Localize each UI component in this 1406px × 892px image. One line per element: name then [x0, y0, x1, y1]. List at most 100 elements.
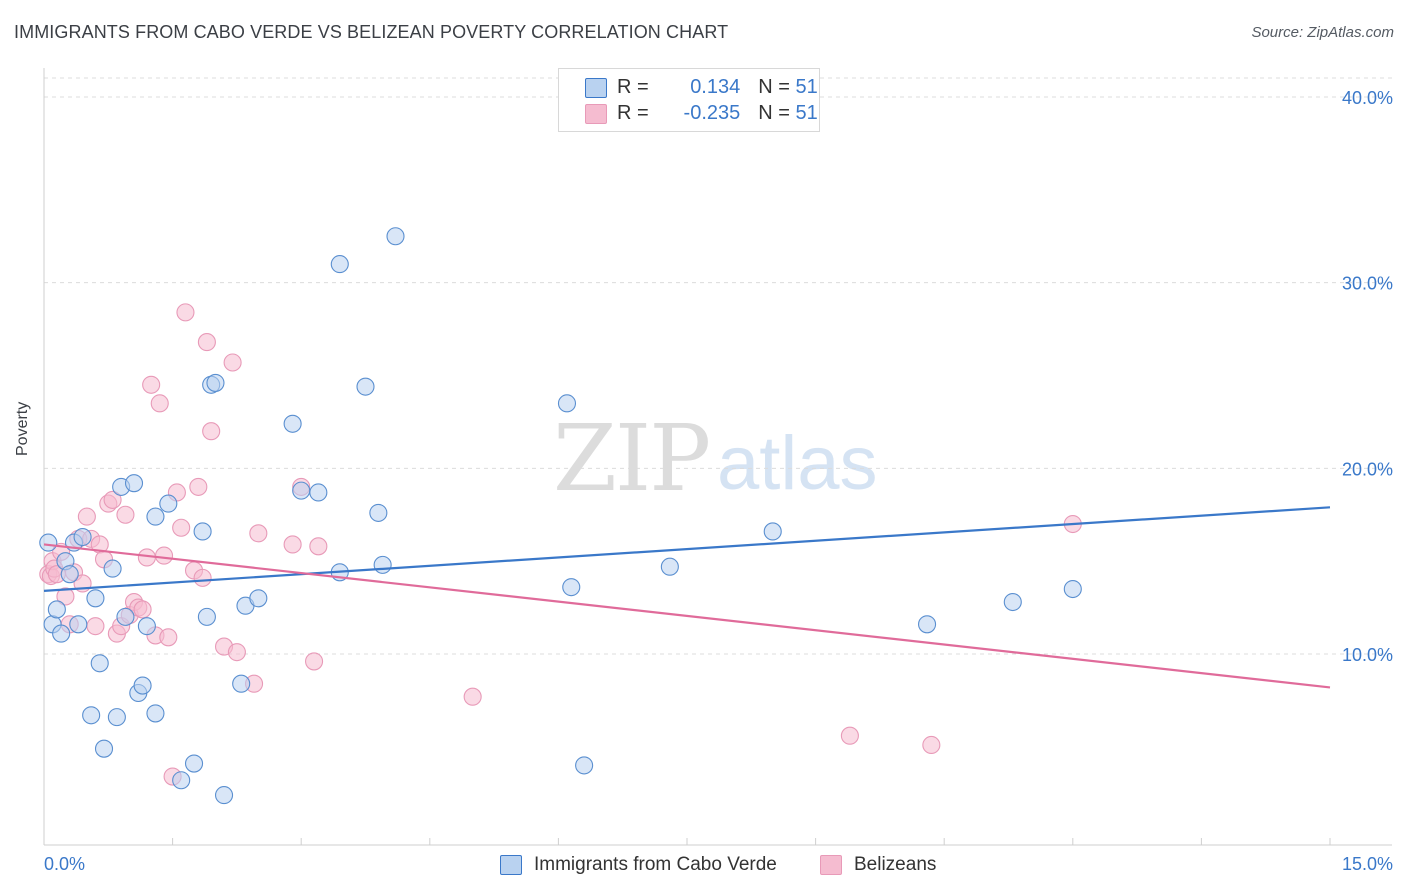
point-cabo-verde [660, 557, 679, 576]
point-belizean [77, 507, 96, 526]
point-belizean [176, 303, 195, 322]
point-cabo-verde [249, 589, 268, 608]
point-belizean [133, 600, 152, 619]
y-tick-label: 10.0% [1342, 645, 1393, 665]
point-belizean [142, 375, 161, 394]
point-cabo-verde [86, 589, 105, 608]
legend-text-blue: R = 0.134 N = 51 [617, 76, 818, 99]
point-cabo-verde [124, 474, 144, 493]
point-cabo-verde [73, 527, 92, 547]
axis-layer [43, 68, 1392, 846]
legend-text-pink: R = -0.235 N = 51 [617, 102, 818, 125]
legend-r-value: -0.235 [683, 101, 741, 124]
x-tick-label: 15.0% [1342, 854, 1393, 874]
legend-label-cabo-verde: Immigrants from Cabo Verde [534, 854, 777, 875]
point-belizean [103, 490, 122, 509]
legend-r-value: 0.134 [690, 75, 741, 98]
point-cabo-verde [103, 559, 122, 578]
point-cabo-verde [60, 565, 79, 584]
point-cabo-verde [557, 394, 577, 413]
point-cabo-verde [47, 600, 66, 619]
point-cabo-verde [1063, 579, 1082, 599]
point-belizean [189, 477, 208, 496]
point-belizean [56, 587, 75, 606]
point-cabo-verde [386, 227, 405, 246]
point-cabo-verde [309, 483, 328, 502]
label-layer: 10.0% 20.0% 30.0% 40.0% 0.0% 15.0% [44, 88, 1393, 874]
point-cabo-verde [193, 522, 212, 541]
source-credit: Source: ZipAtlas.com [1251, 24, 1394, 41]
point-belizean [197, 333, 216, 352]
point-cabo-verde [575, 756, 594, 775]
legend-r-label: R = [617, 75, 655, 98]
point-belizean [150, 394, 169, 413]
point-cabo-verde [562, 578, 581, 597]
point-belizean [86, 617, 105, 636]
point-belizean [283, 535, 302, 554]
legend-swatch-blue [585, 78, 607, 98]
point-cabo-verde [918, 615, 937, 634]
points-layer [39, 227, 1082, 805]
point-cabo-verde [1003, 592, 1022, 612]
point-belizean [227, 643, 246, 662]
point-cabo-verde [52, 624, 71, 643]
point-belizean [193, 568, 212, 587]
trendline-cabo-verde [43, 506, 1331, 592]
legend-n-label: N = [758, 101, 796, 124]
point-belizean [463, 687, 482, 706]
legend-n-value: 51 [795, 75, 818, 98]
legend-n-value: 51 [795, 101, 818, 124]
trendline-belizean [43, 543, 1331, 689]
legend-swatch-pink [820, 855, 842, 875]
point-belizean [249, 524, 268, 543]
point-cabo-verde [232, 674, 251, 693]
y-tick-label: 40.0% [1342, 88, 1393, 108]
legend-item-belizeans: Belizeans [820, 852, 936, 878]
trend-layer [43, 506, 1331, 689]
point-cabo-verde [116, 607, 135, 626]
point-cabo-verde [94, 739, 114, 758]
point-cabo-verde [184, 754, 204, 773]
point-cabo-verde [137, 617, 156, 636]
y-tick-label: 30.0% [1342, 274, 1393, 294]
point-belizean [154, 546, 174, 565]
point-cabo-verde [356, 377, 375, 396]
legend-item-cabo-verde: Immigrants from Cabo Verde [500, 852, 777, 878]
point-belizean [172, 518, 191, 537]
x-tick-label: 0.0% [44, 854, 85, 874]
watermark-atlas: atlas [717, 421, 878, 506]
point-belizean [309, 537, 328, 556]
point-belizean [202, 422, 221, 441]
point-cabo-verde [159, 494, 178, 513]
point-belizean [305, 652, 324, 671]
legend-r-label: R = [617, 101, 655, 124]
point-cabo-verde [90, 654, 109, 673]
point-cabo-verde [283, 414, 302, 433]
legend-n-label: N = [758, 75, 796, 98]
point-belizean [116, 505, 135, 524]
point-cabo-verde [369, 503, 388, 522]
point-cabo-verde [214, 786, 234, 805]
point-cabo-verde [133, 676, 152, 695]
point-cabo-verde [69, 615, 88, 634]
point-cabo-verde [146, 507, 165, 526]
point-cabo-verde [197, 607, 216, 626]
point-belizean [159, 628, 178, 647]
point-cabo-verde [146, 704, 165, 723]
y-tick-label: 20.0% [1342, 459, 1393, 479]
point-cabo-verde [206, 373, 225, 392]
correlation-legend: R = 0.134 N = 51 R = -0.235 N = 51 [558, 68, 820, 132]
point-cabo-verde [330, 255, 349, 274]
point-cabo-verde [107, 708, 126, 727]
point-belizean [223, 353, 242, 372]
point-cabo-verde [373, 555, 392, 574]
point-cabo-verde [82, 706, 101, 725]
series-legend: Immigrants from Cabo Verde Belizeans [0, 852, 1406, 878]
point-cabo-verde [763, 522, 782, 541]
point-cabo-verde [292, 481, 311, 500]
point-cabo-verde [39, 533, 58, 552]
point-belizean [840, 726, 859, 745]
chart-title: IMMIGRANTS FROM CABO VERDE VS BELIZEAN P… [14, 22, 729, 42]
point-belizean [922, 735, 941, 755]
